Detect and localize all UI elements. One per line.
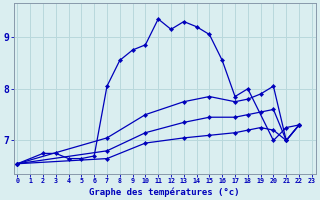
X-axis label: Graphe des températures (°c): Graphe des températures (°c) bbox=[89, 187, 240, 197]
